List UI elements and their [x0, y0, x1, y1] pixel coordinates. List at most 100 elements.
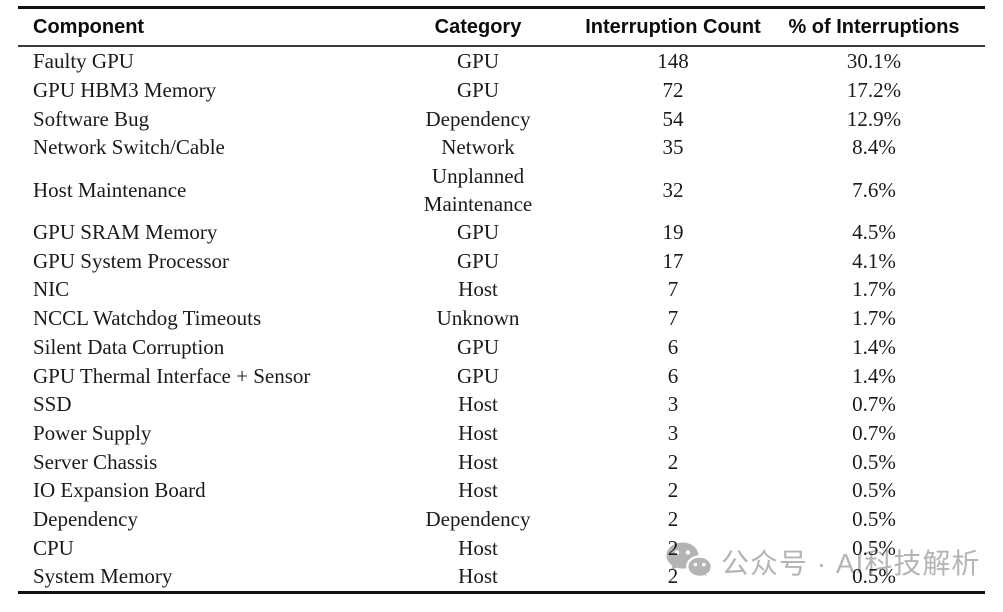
- cell-count: 3: [583, 390, 763, 418]
- cell-component: NCCL Watchdog Timeouts: [18, 304, 373, 332]
- cell-percent-text: 8.4%: [852, 135, 896, 160]
- cell-count-text: 6: [667, 363, 679, 388]
- cell-category-text: Unplanned Maintenance: [423, 163, 533, 216]
- cell-component: CPU: [18, 534, 373, 562]
- cell-percent-text: 0.5%: [852, 506, 896, 531]
- cell-percent: 1.7%: [763, 304, 985, 332]
- cell-count: 17: [583, 247, 763, 275]
- cell-component-text: Network Switch/Cable: [33, 135, 225, 160]
- cell-component: SSD: [18, 390, 373, 418]
- cell-category: Host: [373, 534, 583, 562]
- cell-category: Dependency: [373, 505, 583, 533]
- cell-component: GPU System Processor: [18, 247, 373, 275]
- cell-component-text: GPU SRAM Memory: [33, 220, 218, 245]
- cell-component: Faulty GPU: [18, 47, 373, 75]
- table-row: GPU System Processor GPU 17 4.1%: [18, 246, 985, 275]
- cell-count: 148: [583, 47, 763, 75]
- cell-component: GPU HBM3 Memory: [18, 76, 373, 104]
- cell-component: Server Chassis: [18, 448, 373, 476]
- cell-category-text: Network: [441, 135, 515, 160]
- column-header-percent: % of Interruptions: [763, 16, 985, 39]
- cell-count: 3: [583, 419, 763, 447]
- cell-count-text: 54: [662, 106, 684, 131]
- cell-percent-text: 30.1%: [846, 49, 902, 74]
- cell-component-text: GPU System Processor: [33, 248, 230, 273]
- cell-percent: 0.5%: [763, 534, 985, 562]
- cell-category: Host: [373, 275, 583, 303]
- cell-percent: 0.5%: [763, 505, 985, 533]
- cell-component-text: Faulty GPU: [33, 49, 134, 74]
- table-row: CPU Host 2 0.5%: [18, 533, 985, 562]
- cell-component-text: Server Chassis: [33, 449, 158, 474]
- cell-category-text: GPU: [456, 49, 499, 74]
- cell-count-text: 148: [657, 49, 689, 74]
- cell-component-text: NCCL Watchdog Timeouts: [33, 306, 262, 331]
- cell-percent-text: 0.7%: [852, 392, 896, 417]
- cell-component: Network Switch/Cable: [18, 133, 373, 161]
- column-header-category: Category: [373, 13, 583, 41]
- cell-percent: 1.4%: [763, 333, 985, 361]
- table-row: IO Expansion Board Host 2 0.5%: [18, 476, 985, 505]
- cell-count: 2: [583, 505, 763, 533]
- table-body: Faulty GPU GPU 148 30.1% GPU HBM3 Memory GPU 7…: [18, 47, 985, 591]
- cell-percent: 0.5%: [763, 476, 985, 504]
- cell-component: Dependency: [18, 505, 373, 533]
- cell-percent-text: 0.5%: [852, 449, 896, 474]
- cell-component: GPU Thermal Interface + Sensor: [18, 362, 373, 390]
- cell-category: Host: [373, 562, 583, 590]
- cell-percent: 1.7%: [763, 275, 985, 303]
- cell-percent: 7.6%: [763, 176, 985, 204]
- cell-component: Silent Data Corruption: [18, 333, 373, 361]
- cell-percent: 12.9%: [763, 105, 985, 133]
- cell-count-text: 17: [662, 248, 684, 273]
- cell-component-text: System Memory: [33, 564, 173, 589]
- cell-component-text: GPU HBM3 Memory: [33, 78, 217, 103]
- cell-category-text: Dependency: [425, 506, 531, 531]
- cell-percent-text: 0.5%: [852, 564, 896, 589]
- table-row: NIC Host 7 1.7%: [18, 275, 985, 304]
- table-header-rule: [18, 45, 985, 47]
- table-row: Silent Data Corruption GPU 6 1.4%: [18, 333, 985, 362]
- cell-component: GPU SRAM Memory: [18, 218, 373, 246]
- cell-category: Unknown: [373, 304, 583, 332]
- cell-category-text: Host: [458, 478, 498, 503]
- cell-percent: 0.7%: [763, 390, 985, 418]
- cell-count-text: 19: [662, 220, 684, 245]
- cell-percent: 4.1%: [763, 247, 985, 275]
- cell-category: Unplanned Maintenance: [373, 162, 583, 218]
- column-header-category-label: Category: [434, 16, 522, 38]
- cell-category: Host: [373, 448, 583, 476]
- cell-component: Host Maintenance: [18, 176, 373, 204]
- cell-category: GPU: [373, 362, 583, 390]
- table-row: SSD Host 3 0.7%: [18, 390, 985, 419]
- cell-component-text: Power Supply: [33, 420, 152, 445]
- cell-category: GPU: [373, 333, 583, 361]
- cell-category: Host: [373, 476, 583, 504]
- table-row: GPU SRAM Memory GPU 19 4.5%: [18, 218, 985, 247]
- wechat-icon: [666, 542, 713, 582]
- cell-percent: 0.5%: [763, 562, 985, 590]
- cell-component-text: NIC: [33, 277, 70, 302]
- cell-percent-text: 4.5%: [852, 220, 896, 245]
- cell-category: GPU: [373, 218, 583, 246]
- cell-count-text: 2: [667, 564, 679, 589]
- cell-category-text: Host: [458, 277, 498, 302]
- cell-category-text: GPU: [456, 334, 499, 359]
- cell-component: Power Supply: [18, 419, 373, 447]
- table-row: Dependency Dependency 2 0.5%: [18, 505, 985, 534]
- cell-component: NIC: [18, 275, 373, 303]
- cell-count-text: 2: [667, 478, 679, 503]
- cell-percent-text: 1.4%: [852, 363, 896, 388]
- cell-category-text: Host: [458, 535, 498, 560]
- cell-category-text: GPU: [456, 248, 499, 273]
- cell-component-text: Dependency: [33, 506, 138, 531]
- cell-category: Dependency: [373, 105, 583, 133]
- cell-category-text: Dependency: [425, 106, 531, 131]
- cell-category: GPU: [373, 247, 583, 275]
- cell-count: 19: [583, 218, 763, 246]
- cell-category-text: Host: [458, 420, 498, 445]
- table-row: System Memory Host 2 0.5%: [18, 562, 985, 591]
- cell-count-text: 2: [667, 449, 679, 474]
- cell-count-text: 2: [667, 506, 679, 531]
- table-row: Host Maintenance Unplanned Maintenance 32 7…: [18, 162, 985, 218]
